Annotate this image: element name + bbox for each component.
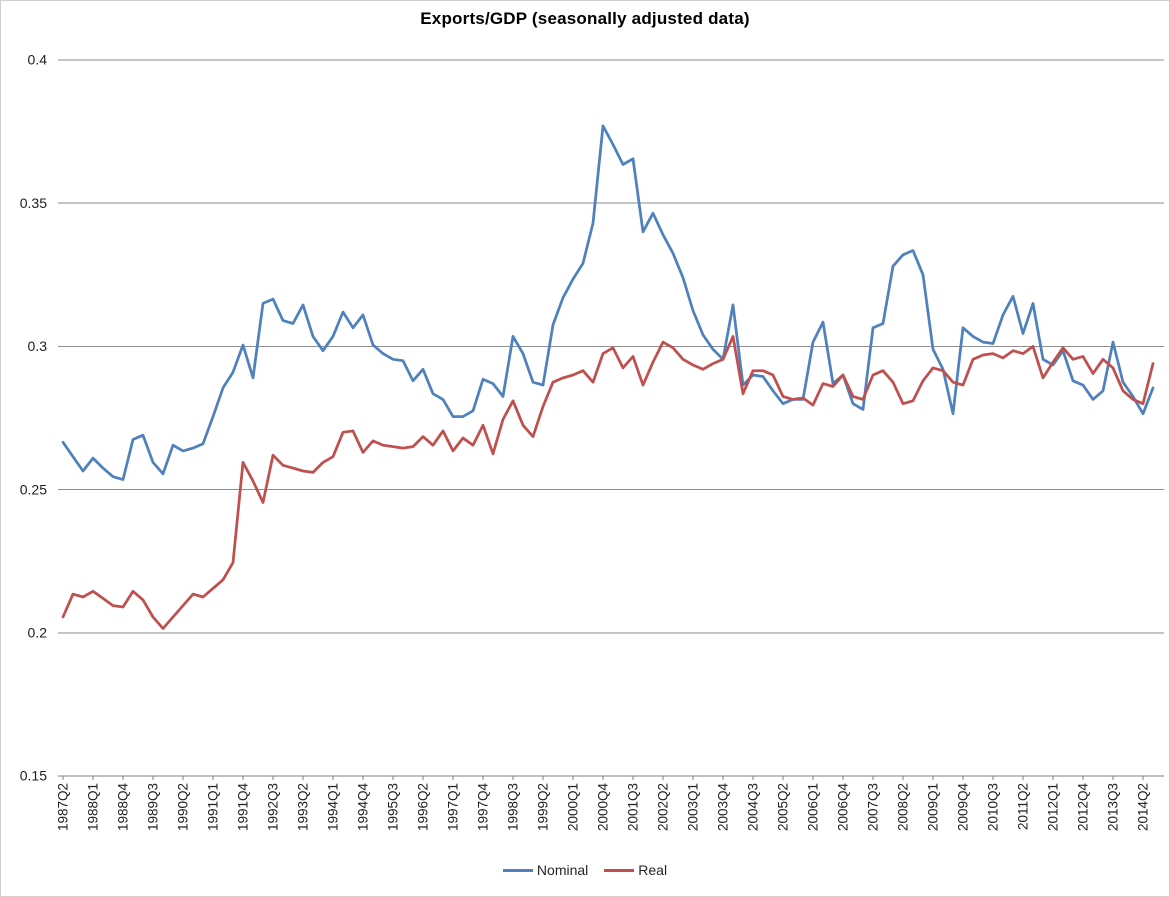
nominal-series-line [61,124,1155,481]
x-tick-label: 1993Q2 [296,783,311,831]
x-tick-label: 2012Q1 [1046,783,1061,831]
x-tick-label: 2002Q2 [656,783,671,831]
x-tick-label: 1999Q2 [536,783,551,831]
x-tick-label: 2008Q2 [896,783,911,831]
x-tick-label: 2011Q2 [1016,783,1031,830]
legend-label-real: Real [638,862,668,878]
y-axis-labels: 0.4 0.35 0.3 0.25 0.2 0.15 [20,52,47,784]
x-tick-label: 1992Q3 [266,783,281,831]
x-tick-label: 1997Q1 [446,783,461,831]
x-tick-label: 1997Q4 [476,783,491,832]
x-tick-label: 1998Q3 [506,783,521,831]
x-tick-label: 2003Q4 [716,783,731,832]
x-tick-label: 2000Q1 [566,783,581,831]
nominal-line-swatch [502,868,533,872]
x-tick-label: 1994Q4 [356,783,371,832]
y-tick-label: 0.4 [28,52,48,68]
real-series-line [61,335,1155,630]
x-tick-label: 2012Q4 [1076,783,1091,832]
x-tick-label: 2004Q3 [746,783,761,831]
x-tick-label: 2010Q3 [986,783,1001,831]
x-tick-label: 2013Q3 [1106,783,1121,831]
chart-title: Exports/GDP (seasonally adjusted data) [420,9,750,28]
y-tick-label: 0.15 [20,768,47,784]
x-tick-label: 2014Q2 [1136,783,1151,831]
y-tick-label: 0.3 [28,338,48,354]
x-tick-label: 2007Q3 [866,783,881,831]
real-line-swatch [604,868,635,872]
x-tick-label: 2006Q4 [836,783,851,832]
x-tick-label: 2000Q4 [596,783,611,832]
x-tick-label: 1991Q4 [236,783,251,832]
x-tick-label: 2005Q2 [776,783,791,831]
x-tick-label: 2006Q1 [806,783,821,831]
x-tick-label: 1987Q2 [56,783,71,831]
x-tick-label: 1989Q3 [146,783,161,831]
x-tick-label: 1991Q1 [206,783,221,831]
legend: Nominal Real [1,859,1169,881]
gridlines [58,59,1164,777]
y-tick-label: 0.35 [20,195,47,211]
x-tick-label: 1990Q2 [176,783,191,831]
x-tick-label: 1996Q2 [416,783,431,831]
y-tick-label: 0.2 [28,625,48,641]
legend-item-nominal: Nominal [502,862,589,878]
x-tick-label: 2009Q1 [926,783,941,831]
x-tick-label: 2001Q3 [626,783,641,831]
x-tick-label: 1994Q1 [326,783,341,831]
x-tick-label: 1995Q3 [386,783,401,831]
x-tick-label: 1988Q4 [116,783,131,832]
legend-label-nominal: Nominal [536,862,589,878]
y-tick-label: 0.25 [20,481,47,497]
legend-item-real: Real [604,862,667,878]
x-axis-labels: 1987Q2 1988Q1 1988Q4 1989Q3 1990Q2 1991Q1 1991… [56,776,1151,831]
x-tick-label: 2003Q1 [686,783,701,831]
x-tick-label: 2009Q4 [956,783,971,832]
x-tick-label: 1988Q1 [86,783,101,831]
